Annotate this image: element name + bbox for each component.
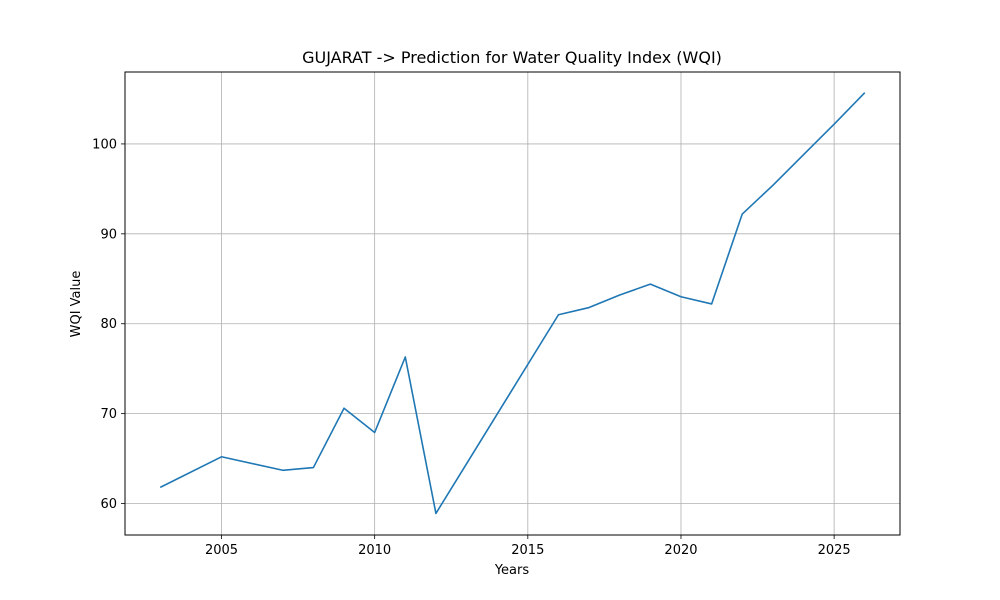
y-tick-label: 90 xyxy=(100,227,117,242)
y-axis-label: WQI Value xyxy=(69,271,84,338)
series-line xyxy=(159,92,866,515)
x-tick-label: 2010 xyxy=(358,543,391,558)
chart-title: GUJARAT -> Prediction for Water Quality … xyxy=(302,48,722,67)
y-axis-ticks: 60 70 80 90 100 xyxy=(92,137,125,512)
x-tick-label: 2025 xyxy=(818,543,851,558)
y-tick-label: 60 xyxy=(100,497,117,512)
plot-area-frame xyxy=(124,71,901,536)
x-tick-label: 2005 xyxy=(205,543,238,558)
grid xyxy=(125,72,900,535)
y-tick-label: 70 xyxy=(100,407,117,422)
y-tick-label: 80 xyxy=(100,317,117,332)
x-axis-label: Years xyxy=(494,563,530,578)
x-tick-label: 2020 xyxy=(664,543,697,558)
series-layer xyxy=(159,92,866,515)
x-tick-label: 2015 xyxy=(511,543,544,558)
y-tick-label: 100 xyxy=(92,137,117,152)
x-axis-ticks: 2005 2010 2015 2020 2025 xyxy=(205,535,851,558)
